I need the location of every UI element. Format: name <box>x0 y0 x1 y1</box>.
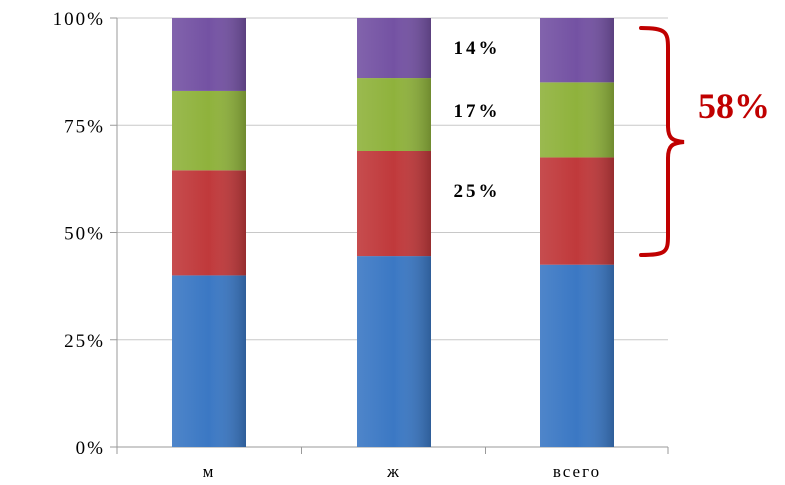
bar-segment-shading <box>540 157 614 265</box>
bracket-total-label: 58% <box>698 86 770 126</box>
bar-segment-shading <box>540 18 614 83</box>
bar-segment-shading <box>540 264 614 447</box>
bars <box>172 18 614 447</box>
bar-segment-shading <box>357 78 431 151</box>
bar-segment-shading <box>172 170 246 276</box>
bar-segment-shading <box>540 82 614 158</box>
y-tick-label: 25% <box>64 331 105 352</box>
x-tick-label: всего <box>553 462 601 481</box>
bar-segment-shading <box>357 18 431 79</box>
y-tick-labels: 0% 25% 50% 75% 100% <box>53 9 105 459</box>
x-tick-label: м <box>203 462 216 481</box>
data-label: 14% <box>454 38 501 59</box>
y-tick-label: 100% <box>53 9 105 30</box>
x-tick-label: ж <box>386 462 401 481</box>
bar-segment-shading <box>357 150 431 257</box>
bracket-annotation: 58% <box>639 26 770 257</box>
y-tick-label: 0% <box>76 438 105 459</box>
bar-segment-shading <box>172 18 246 91</box>
y-tick-label: 75% <box>64 116 105 137</box>
data-label: 25% <box>454 181 501 202</box>
data-label: 17% <box>454 101 501 122</box>
bar-segment-shading <box>172 90 246 171</box>
y-tick-label: 50% <box>64 224 105 245</box>
data-labels: 14% 17% 25% <box>454 38 501 202</box>
x-tick-labels: м ж всего <box>203 462 601 481</box>
bar-segment-shading <box>172 275 246 447</box>
bar-segment-shading <box>357 256 431 447</box>
bracket-shape <box>639 26 685 257</box>
